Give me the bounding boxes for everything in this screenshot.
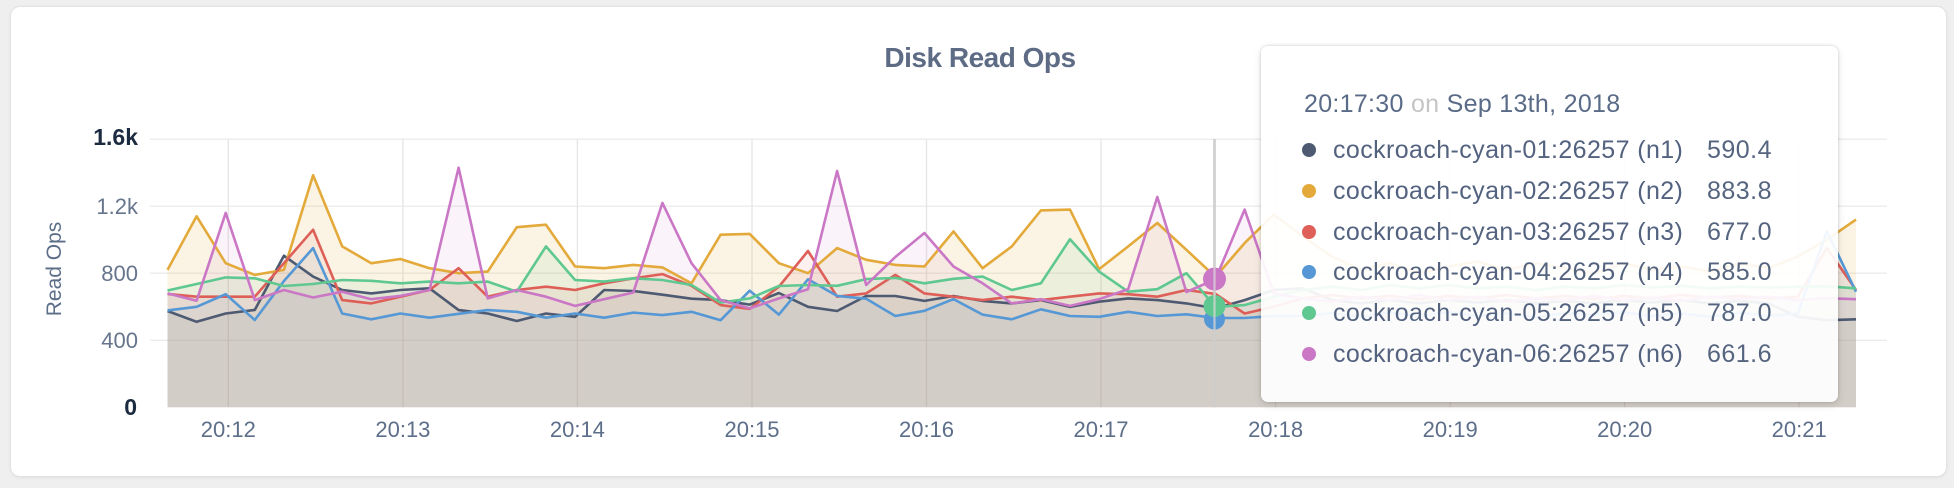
svg-text:800: 800: [101, 261, 138, 286]
svg-text:20:15: 20:15: [724, 417, 779, 442]
svg-text:20:19: 20:19: [1423, 417, 1478, 442]
svg-text:Disk Read Ops: Disk Read Ops: [884, 42, 1075, 73]
svg-text:20:16: 20:16: [899, 417, 954, 442]
svg-text:20:12: 20:12: [201, 417, 256, 442]
svg-text:20:13: 20:13: [375, 417, 430, 442]
svg-text:20:18: 20:18: [1248, 417, 1303, 442]
svg-text:0: 0: [124, 394, 137, 420]
svg-text:Read Ops: Read Ops: [43, 222, 66, 317]
svg-text:20:14: 20:14: [550, 417, 605, 442]
svg-text:1.6k: 1.6k: [93, 124, 138, 150]
svg-text:20:21: 20:21: [1772, 417, 1827, 442]
svg-text:1.2k: 1.2k: [96, 194, 139, 219]
svg-text:20:20: 20:20: [1597, 417, 1652, 442]
svg-text:20:17: 20:17: [1073, 417, 1128, 442]
svg-text:400: 400: [101, 328, 138, 353]
